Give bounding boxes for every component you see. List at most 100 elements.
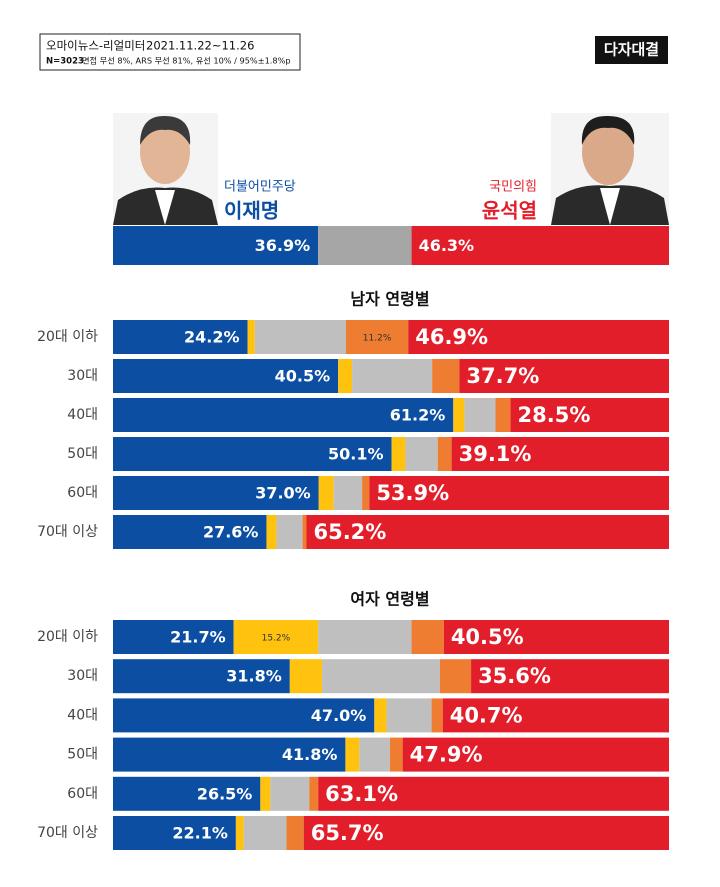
bar-segment [309,776,319,811]
category-label: 60대 [67,786,98,802]
bar-segment [386,698,432,733]
value-label: 27.6% [203,523,259,542]
bar-segment [408,320,669,354]
bar-segment [318,620,412,654]
badge-box [595,36,668,64]
value-label: 26.5% [197,784,253,803]
category-label: 30대 [67,668,98,684]
bar-segment [113,515,267,549]
bar-segment [113,698,375,733]
bar-segment [369,476,669,510]
sample: N=3023 [46,57,84,67]
value-label: 37.0% [255,484,311,503]
bar-segment [442,698,669,733]
value-label: 61.2% [390,406,446,425]
bar-segment [362,476,370,510]
bar-segment [391,437,406,471]
bar-segment [322,659,440,694]
bar-segment [276,515,303,549]
period: 2021.11.22~11.26 [146,39,254,53]
bar-segment [113,816,236,850]
value-label: 46.9% [415,325,488,349]
category-label: 20대 이하 [37,629,98,645]
value-label: 63.1% [325,782,398,806]
bar-segment [113,659,290,694]
bar-segment [113,359,339,393]
bar-segment [389,737,403,772]
value-label: 40.5% [451,625,524,649]
bar-segment [113,437,392,471]
bar-segment [289,659,323,694]
category-label: 40대 [67,407,98,423]
bar-segment [113,320,248,354]
value-label: 15.2% [262,634,291,644]
bar-segment [451,437,669,471]
source: 오마이뉴스-리얼미터 [46,39,145,53]
bar-segment [439,659,472,694]
category-label: 70대 이상 [37,524,98,540]
bar-segment [405,437,438,471]
category-label: 50대 [67,446,98,462]
bar-segment [333,476,363,510]
value-label: 35.6% [478,664,551,688]
category-label: 50대 [67,747,98,763]
bar-segment [318,226,412,265]
bar-segment [270,776,310,811]
bar-segment [495,398,511,432]
value-label: 28.5% [518,403,591,427]
value-label: 21.7% [170,628,226,647]
value-label: 65.2% [313,520,386,544]
bar-segment [113,226,319,265]
bar-segment [302,515,307,549]
value-label: 31.8% [226,667,282,686]
bar-segment [318,476,334,510]
bar-segment [247,320,255,354]
category-label: 40대 [67,707,98,723]
bar-segment [411,620,444,654]
bar-segment [345,737,360,772]
candidate-left: 이재명 [224,199,279,223]
category-label: 70대 이상 [37,825,98,841]
value-label: 50.1% [328,445,384,464]
bar-segment [113,737,346,772]
bar-segment [352,359,433,393]
value-label: 46.3% [419,236,475,255]
bar-segment [113,476,319,510]
bar-segment [235,816,244,850]
value-label: 53.9% [376,481,449,505]
bar-segment [306,515,669,549]
bar-segment [113,776,261,811]
bar-segment [443,620,669,654]
party-right: 국민의힘 [489,180,537,195]
bar-segment [464,398,496,432]
bar-segment [254,320,346,354]
value-label: 22.1% [172,824,228,843]
bar-segment [113,620,234,654]
bar-segment [260,776,271,811]
bar-segment [459,359,669,393]
bar-segment [243,816,287,850]
value-label: 40.7% [450,703,523,727]
bar-segment [266,515,277,549]
chart-title: 여자 연령별 [350,590,429,609]
value-label: 47.0% [311,706,367,725]
value-label: 41.8% [282,745,338,764]
value-label: 39.1% [459,442,532,466]
value-label: 37.7% [466,364,539,388]
bar-segment [345,320,409,354]
bar-segment [510,398,669,432]
value-label: 11.2% [363,334,392,344]
photo-left [113,113,218,225]
value-label: 24.2% [184,328,240,347]
bar-segment [402,737,669,772]
header-box [39,33,301,71]
value-label: 65.7% [311,821,384,845]
bar-segment [113,398,454,432]
value-label: 47.9% [410,743,483,767]
category-label: 30대 [67,368,98,384]
party-left: 더불어민주당 [224,180,296,195]
bar-segment [318,776,669,811]
method: 면접 무선 8%, ARS 무선 81%, 유선 10% / 95%±1.8%p [82,56,291,66]
bar-segment [432,359,460,393]
